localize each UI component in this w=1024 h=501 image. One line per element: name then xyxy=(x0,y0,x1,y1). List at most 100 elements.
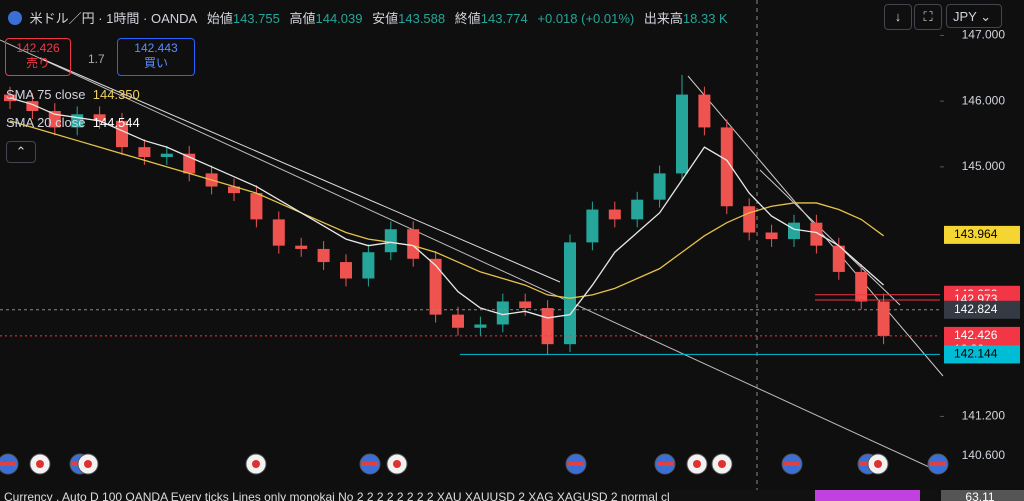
volume: 18.33 K xyxy=(682,11,728,26)
candle-body xyxy=(228,186,240,194)
footer-value-bg xyxy=(941,490,1024,501)
event-icon-stripe xyxy=(0,462,16,466)
indicator-value: 144.350 xyxy=(92,87,140,102)
candle-body xyxy=(407,229,420,259)
change: +0.018 (+0.01%) xyxy=(537,11,635,26)
candle-body xyxy=(250,193,263,220)
price-label-bg xyxy=(944,300,1020,319)
price-label: 142.824 xyxy=(954,302,998,316)
collapse-button[interactable]: ⌃ xyxy=(6,141,36,163)
ohlc-label: 高値 xyxy=(289,11,316,26)
candle-body xyxy=(317,248,330,263)
candle-body xyxy=(653,173,666,200)
candle-body xyxy=(295,245,308,249)
candle-body xyxy=(496,301,509,325)
candle-body xyxy=(452,314,464,328)
candle-body xyxy=(26,101,39,112)
ohlc-label: 終値 xyxy=(454,11,481,26)
ohlc-value: 143.588 xyxy=(398,11,446,26)
indicator-legend: SMA 75 close 144.350 xyxy=(6,87,140,102)
ohlc-value: 143.755 xyxy=(232,11,280,26)
candle-body xyxy=(855,271,868,302)
event-icon-stripe xyxy=(362,462,378,466)
candle-body xyxy=(765,232,778,240)
candle-body xyxy=(676,94,688,174)
indicator-name: SMA 20 close xyxy=(6,115,86,130)
candle-body xyxy=(474,324,487,328)
candle-body xyxy=(340,262,352,279)
trendline xyxy=(39,57,561,283)
candle-body xyxy=(384,229,397,253)
candle-body xyxy=(586,209,599,243)
event-icon-stripe xyxy=(930,462,946,466)
candle-body xyxy=(362,252,375,279)
y-tick-label: 140.600 xyxy=(962,448,1006,462)
price-label: 143.964 xyxy=(954,227,998,241)
event-icon-stripe xyxy=(568,462,584,466)
candle-body xyxy=(116,120,128,148)
ohlc-value: 143.774 xyxy=(480,11,528,26)
currency: JPY xyxy=(953,9,977,24)
trendline xyxy=(0,39,941,473)
y-tick-label: 145.000 xyxy=(962,159,1006,173)
y-tick-label: 141.200 xyxy=(962,409,1006,423)
candle-body xyxy=(877,301,890,336)
flag-icon xyxy=(8,11,22,25)
sell-button[interactable]: 142.426 売り xyxy=(5,38,71,76)
event-icons xyxy=(0,453,949,475)
event-icon-dot xyxy=(84,460,92,468)
candle-body xyxy=(519,301,532,309)
footer-value: 63.11 xyxy=(965,490,994,501)
candle-body xyxy=(810,222,823,246)
volume-label: 出来高 xyxy=(643,11,683,26)
ohlc-label: 安値 xyxy=(372,11,399,26)
y-tick-label: 146.000 xyxy=(962,93,1006,107)
footer-text: Currency . Auto D 100 OANDA Every ticks … xyxy=(4,490,670,501)
candle-body xyxy=(272,219,285,246)
candle-body xyxy=(564,242,576,345)
download-button[interactable]: ↓ xyxy=(884,4,912,30)
candle-body xyxy=(720,127,733,207)
header: 米ドル／円 · 1時間 · OANDA 始値143.755 高値144.039 … xyxy=(8,8,734,27)
candle-body xyxy=(429,258,442,315)
indicator-legend: SMA 20 close 144.544 xyxy=(6,115,140,130)
currency-select[interactable]: JPY ⌄ xyxy=(946,4,1002,28)
buy-price: 142.443 xyxy=(134,41,178,55)
footer-highlight xyxy=(815,490,920,501)
indicator-name: SMA 75 close xyxy=(6,87,86,102)
event-icon-dot xyxy=(874,460,882,468)
footer-bar xyxy=(0,490,1024,501)
event-icon-dot xyxy=(393,460,401,468)
candle-body xyxy=(160,153,173,157)
indicator-value: 144.544 xyxy=(92,115,140,130)
trendline xyxy=(759,169,901,306)
price-axis-bg xyxy=(940,0,1024,501)
ohlc-label: 始値 xyxy=(206,11,233,26)
buy-label: 買い xyxy=(143,56,168,70)
ohlc-value: 144.039 xyxy=(315,11,363,26)
candle-body xyxy=(788,222,800,240)
event-icon-dot xyxy=(693,460,701,468)
candle-body xyxy=(93,114,106,121)
candle-body xyxy=(631,199,644,220)
sma-line xyxy=(9,120,884,299)
spread: 1.7 xyxy=(88,52,105,66)
candle-body xyxy=(541,308,554,345)
candle-body xyxy=(832,245,845,272)
symbol: 米ドル／円 · 1時間 · OANDA xyxy=(29,11,198,26)
price-label: 142.144 xyxy=(954,347,998,361)
event-icon-dot xyxy=(36,460,44,468)
price-label: 142.426 xyxy=(954,328,998,342)
buy-button[interactable]: 142.443 買い xyxy=(117,38,195,76)
candle-body xyxy=(608,209,621,220)
event-icon-stripe xyxy=(657,462,673,466)
candle-body xyxy=(698,94,711,128)
y-tick-label: 147.000 xyxy=(962,28,1006,42)
event-icon-dot xyxy=(718,460,726,468)
price-label-bg xyxy=(944,345,1020,364)
event-icon-stripe xyxy=(784,462,800,466)
sma-line xyxy=(9,97,885,319)
fullscreen-button[interactable]: ⛶ xyxy=(914,4,942,30)
